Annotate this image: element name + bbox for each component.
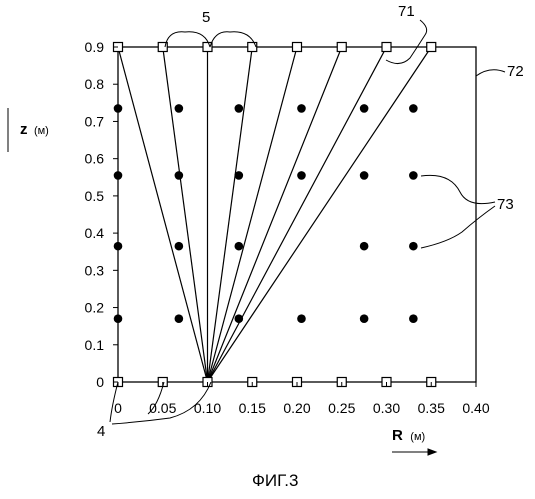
measurement-dot: [360, 104, 369, 113]
measurement-dot: [235, 171, 244, 180]
measurement-dot: [409, 314, 418, 323]
measurement-dot: [297, 314, 306, 323]
measurement-dot: [360, 171, 369, 180]
measurement-dot: [175, 104, 184, 113]
fan-line: [208, 47, 253, 382]
measurement-dot: [360, 314, 369, 323]
measurement-dot: [297, 171, 306, 180]
measurement-dot: [409, 171, 418, 180]
label-5: 5: [202, 9, 210, 26]
measurement-dot: [297, 104, 306, 113]
x-tick-label: 0.20: [283, 400, 310, 416]
x-tick-label: 0.25: [328, 400, 355, 416]
measurement-dot: [175, 171, 184, 180]
measurement-dot: [175, 314, 184, 323]
y-tick-label: 0.1: [85, 337, 105, 353]
y-tick-label: 0.6: [85, 151, 105, 167]
square-marker: [382, 43, 391, 52]
measurement-dot: [235, 242, 244, 251]
y-tick-label: 0.5: [85, 188, 105, 204]
r-axis-arrowhead: [428, 449, 436, 455]
x-tick-label: 0: [114, 400, 122, 416]
measurement-dot: [360, 242, 369, 251]
figure-caption: ФИГ.3: [252, 471, 298, 490]
y-tick-label: 0.8: [85, 76, 105, 92]
y-tick-label: 0.4: [85, 225, 105, 241]
label-72: 72: [507, 63, 524, 80]
x-tick-label: 0.40: [462, 400, 489, 416]
leader-71: [386, 20, 427, 64]
y-tick-label: 0.9: [85, 39, 105, 55]
square-marker: [248, 43, 257, 52]
leader-lines: [8, 20, 505, 455]
leader-73: [421, 175, 495, 203]
measurement-dot: [114, 314, 123, 323]
measurement-dot: [235, 104, 244, 113]
fan-line: [208, 47, 432, 382]
leader-72: [476, 70, 505, 76]
measurement-dots: [114, 104, 418, 323]
label-71: 71: [398, 3, 415, 20]
y-tick-label: 0.3: [85, 262, 105, 278]
measurement-dot: [409, 104, 418, 113]
leader-5: [165, 32, 256, 47]
fan-line: [208, 47, 298, 382]
x-tick-label: 0.30: [373, 400, 400, 416]
measurement-dot: [114, 242, 123, 251]
square-marker: [427, 43, 436, 52]
fan-line: [208, 47, 387, 382]
fan-line: [118, 47, 208, 382]
label-73: 73: [497, 196, 514, 213]
measurement-dot: [114, 104, 123, 113]
fan-lines: [118, 47, 431, 382]
z-axis-label: z (м): [20, 121, 49, 138]
axis-ticks: 00.050.100.150.200.250.300.350.4000.10.2…: [85, 39, 490, 416]
measurement-dot: [114, 171, 123, 180]
x-tick-label: 0.35: [418, 400, 445, 416]
leader-73b: [421, 206, 495, 248]
y-tick-label: 0.7: [85, 113, 105, 129]
square-marker: [293, 43, 302, 52]
measurement-dot: [409, 242, 418, 251]
fan-line: [163, 47, 208, 382]
square-marker: [337, 43, 346, 52]
label-4: 4: [97, 423, 105, 440]
y-tick-label: 0.2: [85, 300, 105, 316]
fan-line: [208, 47, 342, 382]
r-axis-label: R (м): [392, 427, 425, 444]
measurement-dot: [175, 242, 184, 251]
x-tick-label: 0.15: [239, 400, 266, 416]
y-tick-label: 0: [96, 374, 104, 390]
measurement-dot: [235, 314, 244, 323]
